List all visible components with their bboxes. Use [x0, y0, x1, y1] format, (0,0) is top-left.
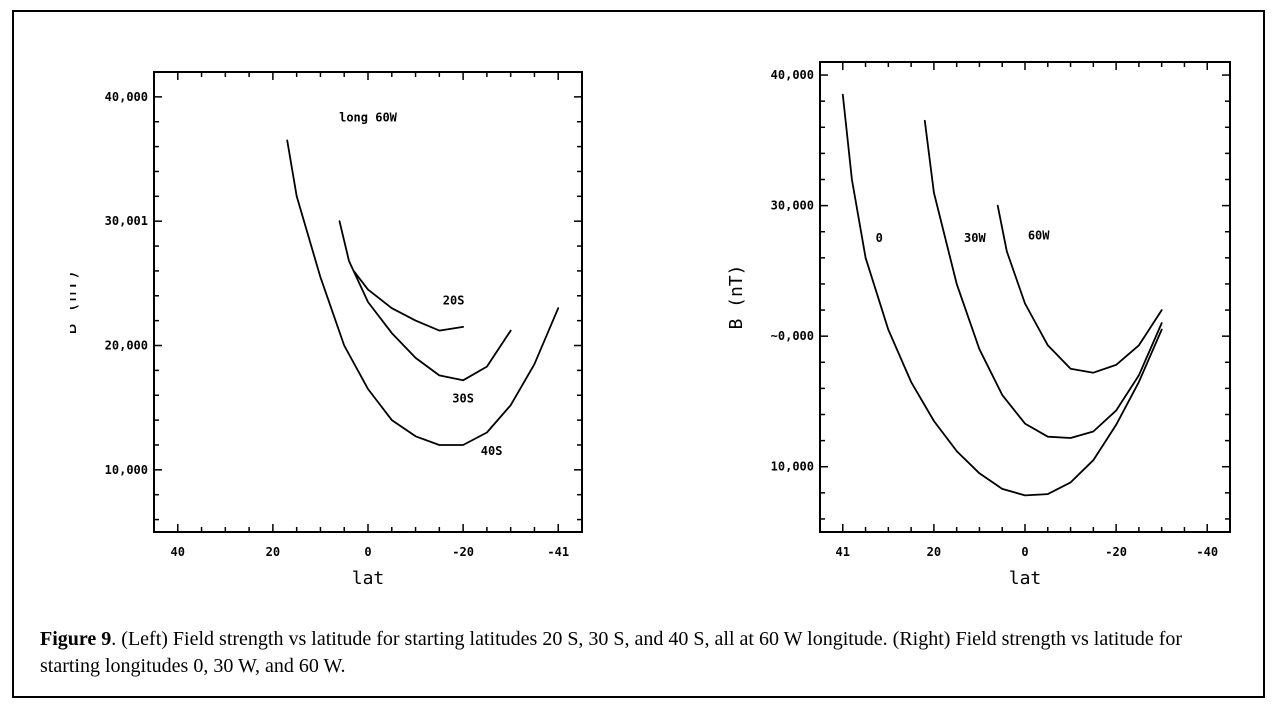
chart1-x-tick-label: 41	[836, 545, 850, 559]
chart0-x-tick-label: -41	[547, 545, 569, 559]
chart1-series-line-30w	[925, 121, 1162, 438]
chart0-x-tick-label: 20	[266, 545, 280, 559]
chart1-y-tick-label: ~0,000	[771, 329, 814, 343]
chart1-x-axis-label: lat	[1009, 568, 1042, 589]
chart1-y-tick-label: 40,000	[771, 68, 814, 82]
chart0-series-line-30s	[340, 221, 511, 380]
chart1-series-line-0	[843, 95, 1162, 496]
chart1-x-tick-label: -40	[1196, 545, 1218, 559]
left-chart: 40 20 0 -20 -41 10,000 20,000 30,001 40,000 lat B …	[70, 62, 610, 612]
chart0-y-tick-label: 10,000	[105, 463, 148, 477]
chart0-x-tick-label: 40	[171, 545, 185, 559]
chart0-series-line-40s	[287, 140, 558, 445]
figure-caption: Figure 9. (Left) Field strength vs latit…	[40, 626, 1240, 680]
chart0-y-axis-label: B (nT)	[70, 269, 81, 334]
chart0-annotation: 30S	[452, 392, 474, 406]
chart0-annotation: 40S	[481, 444, 503, 458]
chart1-y-tick-label: 10,000	[771, 460, 814, 474]
caption-label: Figure 9	[40, 628, 111, 650]
chart0-y-tick-label: 30,001	[105, 214, 148, 228]
chart0-annotation: long 60W	[339, 111, 398, 125]
chart1-annotation: 0	[876, 231, 883, 245]
chart1-x-tick-label: 20	[927, 545, 941, 559]
right-chart: 41 20 0 -20 -40 10,000 ~0,000 30,000 40,000 lat B …	[680, 40, 1250, 612]
chart0-y-tick-label: 20,000	[105, 339, 148, 353]
chart1-y-axis-label: B (nT)	[726, 264, 747, 329]
chart0-y-tick-label: 40,000	[105, 90, 148, 104]
chart1-annotation: 30W	[964, 231, 986, 245]
chart0-annotation: 20S	[443, 293, 465, 307]
chart1-y-tick-label: 30,000	[771, 199, 814, 213]
chart1-x-tick-label: 0	[1021, 545, 1028, 559]
caption-text: . (Left) Field strength vs latitude for …	[40, 628, 1182, 677]
chart0-x-axis-label: lat	[352, 568, 385, 589]
chart1-annotation: 60W	[1028, 229, 1050, 243]
chart1-x-tick-label: -20	[1105, 545, 1127, 559]
chart0-x-tick-label: -20	[452, 545, 474, 559]
chart1-series-line-60w	[998, 206, 1162, 373]
chart0-x-tick-label: 0	[364, 545, 371, 559]
chart1-plot-area	[820, 62, 1230, 532]
